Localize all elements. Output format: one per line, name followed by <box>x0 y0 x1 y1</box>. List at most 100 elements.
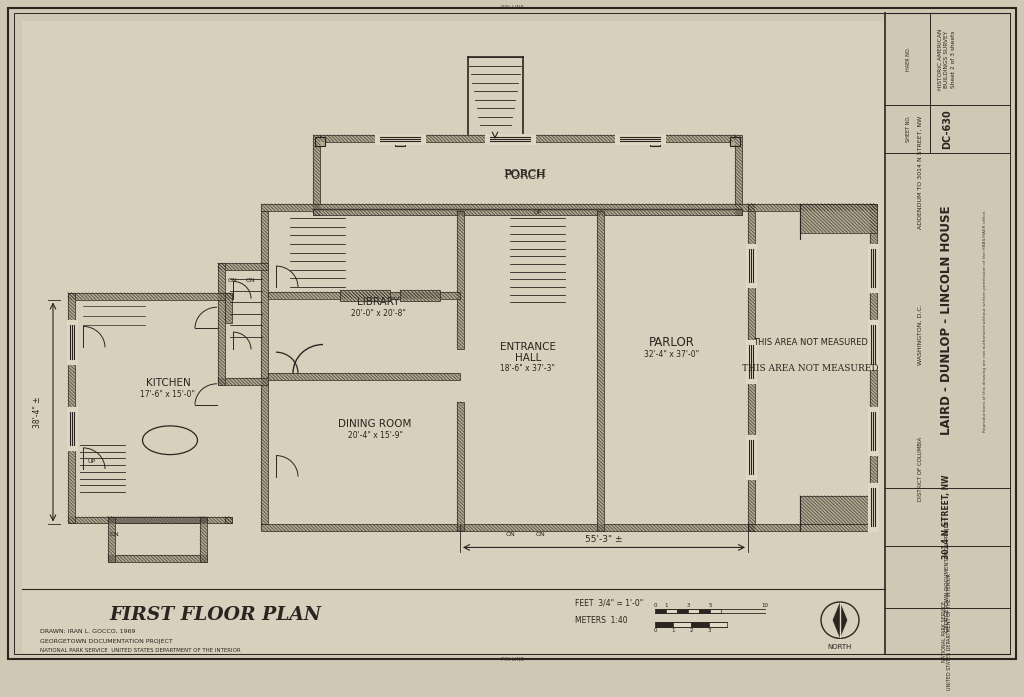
Text: ON: ON <box>505 532 515 537</box>
Text: UP: UP <box>534 210 542 215</box>
Bar <box>319 135 735 141</box>
Bar <box>735 135 742 215</box>
Text: HISTORIC AMERICAN
BUILDINGS SURVEY
Sheet 2 of 3 sheets: HISTORIC AMERICAN BUILDINGS SURVEY Sheet… <box>938 29 955 90</box>
Text: 5: 5 <box>709 604 712 608</box>
Text: THIS AREA NOT MEASURED: THIS AREA NOT MEASURED <box>753 338 867 347</box>
Text: ON: ON <box>536 532 545 537</box>
Text: WASHINGTON, D.C.: WASHINGTON, D.C. <box>918 305 923 365</box>
Text: HAER NO.: HAER NO. <box>905 47 910 71</box>
Bar <box>68 516 232 523</box>
Bar <box>457 210 464 349</box>
Text: PARLOR: PARLOR <box>649 336 695 349</box>
Bar <box>261 210 268 524</box>
Text: 20'-4" x 15'-9": 20'-4" x 15'-9" <box>347 431 402 440</box>
Text: 55'-3" ±: 55'-3" ± <box>586 535 623 544</box>
Text: 38'-4" ±: 38'-4" ± <box>34 396 43 428</box>
Bar <box>597 210 604 531</box>
Bar <box>268 292 460 298</box>
Bar <box>688 608 699 613</box>
Text: NATIONAL PARK SERVICE  UNITED STATES DEPARTMENT OF THE INTERIOR: NATIONAL PARK SERVICE UNITED STATES DEPA… <box>40 648 241 653</box>
Text: GEORGETOWN DOCUMENTATION PROJECT: GEORGETOWN DOCUMENTATION PROJECT <box>944 516 949 631</box>
Text: METERS  1:40: METERS 1:40 <box>575 615 628 625</box>
Text: 1: 1 <box>672 628 675 633</box>
Bar <box>457 402 464 531</box>
Bar <box>650 137 660 146</box>
Bar <box>666 608 677 613</box>
Text: PIN LINE: PIN LINE <box>501 5 523 10</box>
Bar <box>313 208 742 215</box>
Bar <box>748 524 877 531</box>
Text: ON: ON <box>110 532 119 537</box>
Bar <box>218 263 268 270</box>
Bar <box>108 555 207 562</box>
Bar <box>313 135 319 215</box>
Bar <box>340 290 390 302</box>
Bar <box>748 204 755 531</box>
Bar <box>218 378 268 385</box>
Text: 18'-6" x 37'-3": 18'-6" x 37'-3" <box>501 364 555 373</box>
Text: 1: 1 <box>665 604 668 608</box>
Bar <box>268 373 460 380</box>
Text: ON: ON <box>227 278 237 283</box>
Polygon shape <box>833 603 847 637</box>
Bar <box>691 622 709 627</box>
Bar <box>108 516 207 523</box>
Bar <box>677 608 688 613</box>
Text: PIN LINE: PIN LINE <box>501 657 523 662</box>
Text: FEET  3/4" = 1'-0": FEET 3/4" = 1'-0" <box>575 599 643 607</box>
Text: 0: 0 <box>653 604 656 608</box>
Bar <box>68 293 232 300</box>
Text: Reproductions of this drawing are not authorized without written permission of t: Reproductions of this drawing are not au… <box>983 209 987 432</box>
Bar <box>108 516 115 562</box>
Bar <box>261 204 755 210</box>
Text: LIBRARY: LIBRARY <box>356 298 399 307</box>
Bar <box>218 263 225 385</box>
Bar <box>800 496 877 524</box>
Text: 3014 N STREET, NW: 3014 N STREET, NW <box>942 475 951 559</box>
Text: DINING ROOM: DINING ROOM <box>338 419 412 429</box>
Text: PORCH: PORCH <box>504 169 547 179</box>
Bar <box>673 622 691 627</box>
Bar <box>748 204 877 210</box>
Text: UP: UP <box>88 459 96 464</box>
Bar <box>395 137 406 146</box>
Text: 3: 3 <box>686 604 690 608</box>
Text: DISTRICT OF COLUMBIA: DISTRICT OF COLUMBIA <box>918 437 923 501</box>
Text: 10: 10 <box>762 604 768 608</box>
Bar <box>22 21 885 652</box>
Text: 32'-4" x 37'-0": 32'-4" x 37'-0" <box>644 350 699 358</box>
Text: 0: 0 <box>653 628 656 633</box>
Bar <box>699 608 710 613</box>
Bar <box>200 516 207 562</box>
Bar <box>800 204 877 233</box>
Text: 17'-6" x 15'-0": 17'-6" x 15'-0" <box>140 390 196 399</box>
Bar <box>655 608 666 613</box>
Bar <box>710 608 721 613</box>
Bar <box>261 524 755 531</box>
Text: GEORGETOWN DOCUMENTATION PROJECT: GEORGETOWN DOCUMENTATION PROJECT <box>40 638 173 644</box>
Bar <box>225 516 232 523</box>
Bar <box>400 290 440 302</box>
Text: NORTH: NORTH <box>827 644 852 650</box>
Text: NATIONAL PARK SERVICE
UNITED STATES DEPARTMENT OF THE INTERIOR: NATIONAL PARK SERVICE UNITED STATES DEPA… <box>942 573 952 690</box>
Bar <box>315 137 325 146</box>
Bar <box>870 204 877 531</box>
Bar <box>68 293 75 523</box>
Text: 20'-0" x 20'-8": 20'-0" x 20'-8" <box>350 309 406 319</box>
Text: DRAWN: IRAN L. GOCCO, 1969: DRAWN: IRAN L. GOCCO, 1969 <box>40 629 135 634</box>
Text: PORCH: PORCH <box>505 169 546 182</box>
Text: HALL: HALL <box>515 353 542 363</box>
Bar <box>709 622 727 627</box>
Text: SHEET NO.: SHEET NO. <box>905 116 910 142</box>
Text: ENTRANCE: ENTRANCE <box>500 342 556 353</box>
Text: KITCHEN: KITCHEN <box>145 378 190 388</box>
Bar <box>730 137 740 146</box>
Text: 2: 2 <box>689 628 693 633</box>
Text: ON: ON <box>245 278 255 283</box>
Text: THIS AREA NOT MEASURED: THIS AREA NOT MEASURED <box>741 364 879 373</box>
Bar <box>225 293 232 323</box>
Text: ADDENDUM TO 3014 N STREET, NW: ADDENDUM TO 3014 N STREET, NW <box>918 116 923 229</box>
Text: 3: 3 <box>708 628 711 633</box>
Text: DC-630: DC-630 <box>942 109 952 149</box>
Text: LAIRD - DUNLOP - LINCOLN HOUSE: LAIRD - DUNLOP - LINCOLN HOUSE <box>940 206 953 436</box>
